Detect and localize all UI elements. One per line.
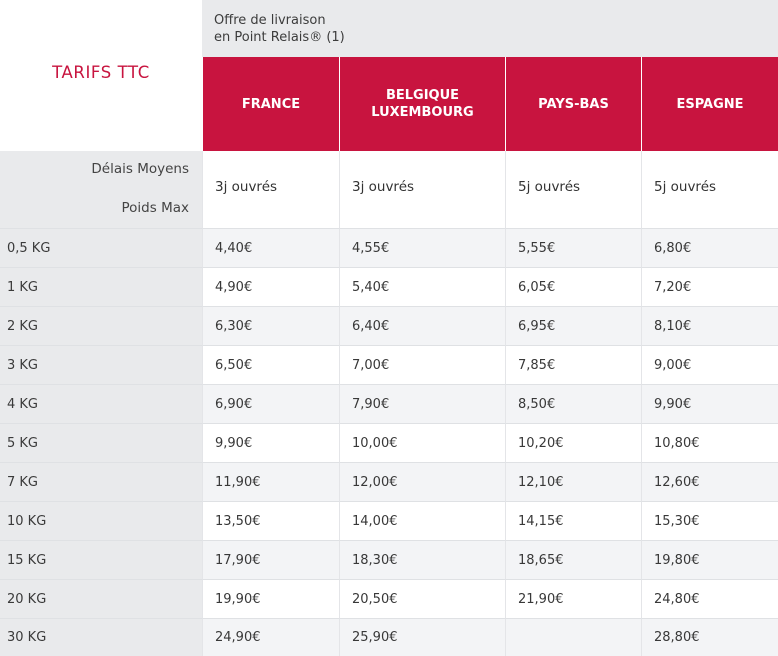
delay-cell: 5j ouvrés [505, 151, 641, 228]
price-cell: 7,85€ [505, 345, 641, 384]
price-cell: 9,90€ [202, 423, 339, 462]
column-header-belgique-luxembourg: BELGIQUE LUXEMBOURG [339, 57, 505, 151]
price-cell: 14,00€ [339, 501, 505, 540]
price-cell: 6,50€ [202, 345, 339, 384]
offer-header: Offre de livraison en Point Relais® (1) [202, 0, 778, 57]
price-cell: 11,90€ [202, 462, 339, 501]
weight-cell: 4 KG [0, 384, 202, 423]
weight-cell: 2 KG [0, 306, 202, 345]
offer-line-2: en Point Relais® (1) [214, 29, 345, 45]
delay-cell: 3j ouvrés [339, 151, 505, 228]
price-cell: 24,80€ [641, 579, 778, 618]
price-cell: 5,55€ [505, 228, 641, 267]
price-cell: 7,90€ [339, 384, 505, 423]
price-cell: 12,10€ [505, 462, 641, 501]
price-cell: 12,00€ [339, 462, 505, 501]
weight-cell: 10 KG [0, 501, 202, 540]
price-cell: 4,40€ [202, 228, 339, 267]
price-cell: 6,40€ [339, 306, 505, 345]
weight-cell: 1 KG [0, 267, 202, 306]
offer-line-1: Offre de livraison [214, 12, 326, 28]
price-cell: 6,90€ [202, 384, 339, 423]
delay-label: Délais Moyens [91, 161, 189, 177]
price-cell: 6,05€ [505, 267, 641, 306]
price-cell: 7,00€ [339, 345, 505, 384]
price-cell: 19,80€ [641, 540, 778, 579]
price-cell: 28,80€ [641, 618, 778, 656]
weight-cell: 30 KG [0, 618, 202, 656]
price-cell: 18,65€ [505, 540, 641, 579]
price-cell: 15,30€ [641, 501, 778, 540]
price-cell: 17,90€ [202, 540, 339, 579]
weight-cell: 0,5 KG [0, 228, 202, 267]
price-cell: 18,30€ [339, 540, 505, 579]
weight-cell: 15 KG [0, 540, 202, 579]
delay-weight-labels: Délais Moyens Poids Max [0, 151, 202, 228]
price-cell: 19,90€ [202, 579, 339, 618]
price-cell: 8,50€ [505, 384, 641, 423]
price-cell: 8,10€ [641, 306, 778, 345]
price-cell: 10,20€ [505, 423, 641, 462]
price-cell: 12,60€ [641, 462, 778, 501]
column-header-pays-bas: PAYS-BAS [505, 57, 641, 151]
weight-cell: 7 KG [0, 462, 202, 501]
weight-cell: 20 KG [0, 579, 202, 618]
column-header-france: FRANCE [202, 57, 339, 151]
weight-label: Poids Max [121, 200, 189, 216]
price-cell: 6,95€ [505, 306, 641, 345]
price-cell: 25,90€ [339, 618, 505, 656]
price-cell: 6,30€ [202, 306, 339, 345]
weight-cell: 5 KG [0, 423, 202, 462]
price-cell: 4,90€ [202, 267, 339, 306]
table-title: TARIFS TTC [0, 0, 202, 151]
price-cell: 4,55€ [339, 228, 505, 267]
price-cell: 10,00€ [339, 423, 505, 462]
price-cell: 7,20€ [641, 267, 778, 306]
price-cell: 6,80€ [641, 228, 778, 267]
price-cell: 13,50€ [202, 501, 339, 540]
delay-cell: 3j ouvrés [202, 151, 339, 228]
delay-cell: 5j ouvrés [641, 151, 778, 228]
price-cell: 20,50€ [339, 579, 505, 618]
price-cell: 10,80€ [641, 423, 778, 462]
price-cell: 21,90€ [505, 579, 641, 618]
price-cell: 24,90€ [202, 618, 339, 656]
price-cell: 9,00€ [641, 345, 778, 384]
price-cell: 5,40€ [339, 267, 505, 306]
price-cell: 9,90€ [641, 384, 778, 423]
price-cell [505, 618, 641, 656]
weight-cell: 3 KG [0, 345, 202, 384]
price-cell: 14,15€ [505, 501, 641, 540]
column-header-espagne: ESPAGNE [641, 57, 778, 151]
